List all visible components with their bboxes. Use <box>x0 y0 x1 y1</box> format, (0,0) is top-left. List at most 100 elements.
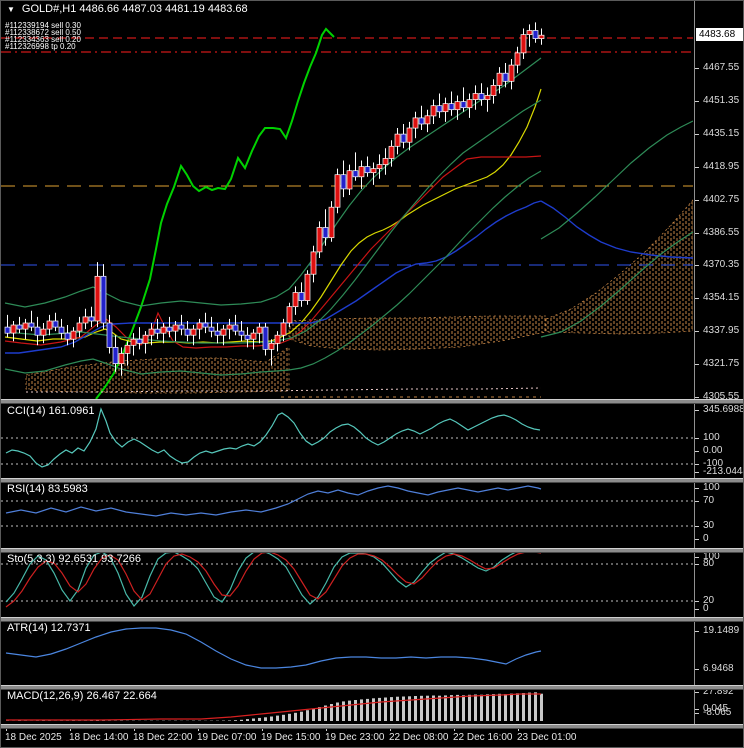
green-lower-env <box>4 170 542 376</box>
candle-body <box>394 133 401 147</box>
macd-histogram-bar <box>402 696 405 721</box>
order-label[interactable]: #112339194 sell 0.30 <box>5 21 81 30</box>
axis-tick <box>695 472 699 473</box>
candle-body <box>316 227 323 253</box>
candle-body <box>364 166 371 174</box>
candle-body <box>40 328 47 336</box>
macd-histogram-bar <box>528 692 531 721</box>
macd-histogram-bar <box>438 695 441 721</box>
rsi-axis-label: 0 <box>703 533 709 544</box>
candle-body <box>184 328 191 336</box>
candle-body <box>52 320 59 328</box>
panel-separator[interactable] <box>1 399 743 404</box>
axis-tick <box>695 709 699 710</box>
candle-body <box>334 174 341 208</box>
candle-body <box>142 334 149 344</box>
candle-body <box>298 292 305 301</box>
rsi-axis-label: 100 <box>703 482 720 493</box>
candle-body <box>202 322 209 328</box>
candle-body <box>532 30 539 39</box>
macd-axis-label: 0.045 <box>703 703 729 714</box>
order-label[interactable]: #112338672 sell 0.50 <box>5 28 81 37</box>
time-label: 23 Dec 01:00 <box>517 732 577 743</box>
macd-histogram-bar <box>264 717 267 721</box>
candle-body <box>238 330 245 336</box>
candle-body <box>382 158 389 165</box>
macd-histogram-bar <box>486 694 489 721</box>
candle-body <box>358 166 365 178</box>
candle-body <box>88 316 95 322</box>
candle-body <box>346 170 353 190</box>
panel-separator[interactable] <box>1 548 743 553</box>
axis-tick <box>695 438 699 439</box>
candle-body <box>106 322 113 348</box>
chart-title-bar: ▼ GOLD#,H1 4486.66 4487.03 4481.19 4483.… <box>7 3 248 15</box>
macd-histogram-bar <box>234 720 237 721</box>
candle-body <box>268 342 275 350</box>
axis-tick <box>695 298 699 299</box>
atr-axis-label: 19.1489 <box>703 625 740 636</box>
macd-axis-label: 27.892 <box>703 686 734 697</box>
sto-axis-label: 0 <box>703 603 709 614</box>
macd-histogram-bar <box>360 699 363 721</box>
panel-separator[interactable] <box>1 724 743 729</box>
axis-tick <box>695 134 699 135</box>
macd-histogram-bar <box>414 696 417 721</box>
candle-body <box>442 103 449 113</box>
rsi-axis-label: 30 <box>703 520 715 531</box>
sto-k-line <box>5 549 542 607</box>
candle-body <box>400 133 407 143</box>
rsi-indicator-label: RSI(14) 83.5983 <box>7 483 88 495</box>
candle-body <box>436 105 443 113</box>
macd-signal-line <box>6 693 541 721</box>
macd-histogram-bar <box>408 696 411 721</box>
axis-tick <box>695 265 699 266</box>
candle-body <box>496 72 503 86</box>
candle-body <box>34 326 41 336</box>
kijun-blue <box>5 200 542 354</box>
candle-body <box>406 127 413 143</box>
macd-histogram-bar <box>540 693 543 721</box>
candle-body <box>154 328 161 334</box>
candle-body <box>220 328 227 336</box>
axis-tick <box>695 410 699 411</box>
time-scale[interactable]: 18 Dec 2025 18 Dec 14:00 18 Dec 22:00 19 De… <box>1 727 743 747</box>
order-label[interactable]: #112334363 sell 0.20 <box>5 35 81 44</box>
chart-plot-area[interactable] <box>1 1 693 727</box>
green-mid <box>4 99 542 344</box>
panel-separator[interactable] <box>1 685 743 690</box>
candle-body <box>58 326 65 334</box>
macd-histogram-bar <box>330 704 333 721</box>
candle-body <box>226 324 233 330</box>
macd-histogram-bar <box>534 692 537 721</box>
ichimoku-cloud <box>25 346 290 394</box>
price-scale[interactable]: 4467.55 4451.35 4435.15 4418.95 4402.75 4386.… <box>694 1 743 727</box>
macd-histogram-bar <box>426 695 429 721</box>
ichimoku-cloud <box>288 315 547 351</box>
symbol-dropdown-icon[interactable]: ▼ <box>7 4 15 14</box>
order-label[interactable]: #112326998 tp 0.20 <box>5 42 76 51</box>
candle-body <box>166 326 173 332</box>
candle-body <box>262 326 269 350</box>
candle-body <box>376 164 383 170</box>
candle-body <box>82 316 89 324</box>
green-forward-2 <box>540 231 693 338</box>
main-axis-label: 4370.35 <box>703 259 740 270</box>
macd-histogram-bar <box>378 697 381 721</box>
candle-body <box>370 168 377 174</box>
macd-histogram-bar <box>246 719 249 721</box>
main-axis-label: 4337.95 <box>703 325 740 336</box>
macd-histogram-bar <box>270 716 273 721</box>
panel-separator[interactable] <box>1 617 743 622</box>
candle-body <box>112 347 119 364</box>
time-label: 19 Dec 23:00 <box>325 732 385 743</box>
panel-separator[interactable] <box>1 478 743 483</box>
candle-body <box>424 115 431 125</box>
macd-histogram-bar <box>300 711 303 721</box>
main-axis-label: 4305.55 <box>703 391 740 402</box>
symbol-ohlc-title: GOLD#,H1 4486.66 4487.03 4481.19 4483.68 <box>21 3 248 15</box>
macd-histogram-bar <box>294 712 297 721</box>
macd-histogram-bar <box>504 694 507 721</box>
macd-histogram-bar <box>396 696 399 721</box>
axis-tick <box>695 488 699 489</box>
